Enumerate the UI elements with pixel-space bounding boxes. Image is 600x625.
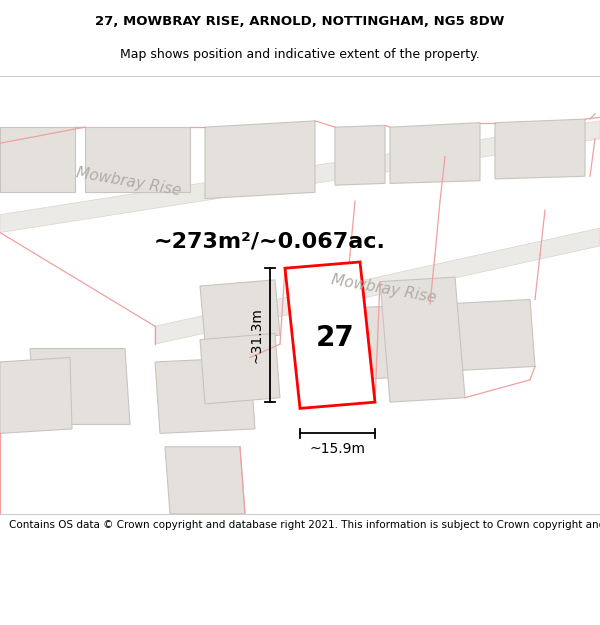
Polygon shape	[0, 357, 72, 433]
Text: ~15.9m: ~15.9m	[310, 442, 365, 456]
Text: ~273m²/~0.067ac.: ~273m²/~0.067ac.	[154, 231, 386, 251]
Polygon shape	[0, 127, 75, 192]
Polygon shape	[205, 121, 315, 199]
Polygon shape	[0, 121, 600, 232]
Text: Mowbray Rise: Mowbray Rise	[330, 272, 437, 306]
Polygon shape	[495, 119, 585, 179]
Polygon shape	[285, 262, 375, 408]
Polygon shape	[30, 349, 130, 424]
Polygon shape	[335, 126, 385, 185]
Polygon shape	[155, 357, 255, 433]
Polygon shape	[200, 280, 280, 341]
Text: Contains OS data © Crown copyright and database right 2021. This information is : Contains OS data © Crown copyright and d…	[9, 521, 600, 531]
Polygon shape	[155, 228, 600, 344]
Polygon shape	[345, 304, 435, 380]
Polygon shape	[390, 122, 480, 183]
Text: Mowbray Rise: Mowbray Rise	[75, 165, 182, 198]
Polygon shape	[165, 447, 245, 514]
Polygon shape	[445, 299, 535, 371]
Text: 27: 27	[316, 324, 355, 352]
Polygon shape	[380, 277, 465, 402]
Polygon shape	[200, 333, 280, 404]
Text: Map shows position and indicative extent of the property.: Map shows position and indicative extent…	[120, 48, 480, 61]
Text: 27, MOWBRAY RISE, ARNOLD, NOTTINGHAM, NG5 8DW: 27, MOWBRAY RISE, ARNOLD, NOTTINGHAM, NG…	[95, 15, 505, 28]
Polygon shape	[85, 127, 190, 192]
Text: ~31.3m: ~31.3m	[250, 308, 264, 363]
